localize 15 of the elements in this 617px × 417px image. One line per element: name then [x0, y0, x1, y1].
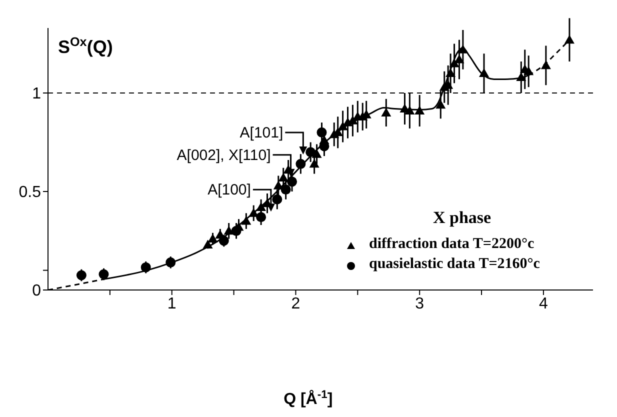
x-tick-label: 4	[539, 295, 548, 312]
x-tick-label: 1	[167, 295, 176, 312]
y-tick-label: 0	[32, 282, 42, 300]
x-tick-label: 2	[291, 295, 300, 312]
y-axis-title: S$^{Ox}$(Q)	[58, 35, 113, 57]
y-tick-label: 1	[32, 86, 42, 103]
legend-label: quasielastic data T=2160°c	[369, 256, 540, 273]
legend-label: diffraction data T=2200°c	[369, 236, 534, 253]
x-axis-title: Q [Å$^{-1}$]	[284, 389, 333, 408]
x-tick-label: 3	[415, 295, 424, 312]
y-tick-label: 0.5	[18, 184, 42, 202]
annotation: A[100]	[208, 182, 251, 199]
annotation: A[101]	[240, 124, 284, 142]
legend-title: X phase	[433, 208, 492, 228]
annotation: A[002], X[110]	[176, 146, 271, 164]
